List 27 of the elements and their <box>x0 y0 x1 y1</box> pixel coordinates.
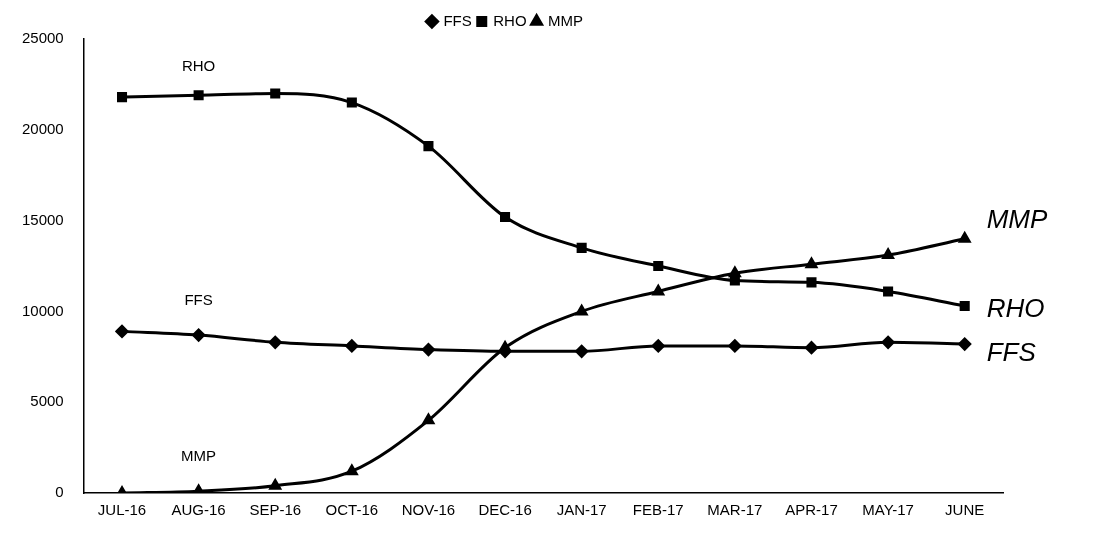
x-tick-label: DEC-16 <box>478 501 532 519</box>
x-tick-label: NOV-16 <box>401 501 456 519</box>
x-tick-label: SEP-16 <box>249 501 302 519</box>
x-tick-label: FEB-17 <box>632 501 684 519</box>
y-tick-label: 10000 <box>21 301 64 319</box>
x-tick-label: MAY-17 <box>862 501 914 519</box>
x-tick-label: APR-17 <box>785 501 838 519</box>
annotation: MMP <box>181 447 217 465</box>
x-tick-label: JAN-17 <box>556 501 607 519</box>
annotation: MMP <box>986 203 1049 234</box>
y-tick-label: 0 <box>55 483 64 501</box>
x-tick-label: OCT-16 <box>325 501 379 519</box>
annotation: RHO <box>181 57 216 75</box>
legend-label: RHO <box>493 11 527 29</box>
y-tick-label: 20000 <box>21 119 64 137</box>
x-tick-label: JUL-16 <box>97 501 147 519</box>
y-tick-label: 15000 <box>21 210 64 228</box>
x-tick-label: AUG-16 <box>171 501 226 519</box>
x-tick-label: JUNE <box>945 501 985 519</box>
annotation: FFS <box>184 291 213 309</box>
annotation: FFS <box>986 337 1037 368</box>
y-tick-label: 5000 <box>30 392 64 410</box>
x-tick-label: MAR-17 <box>707 501 763 519</box>
legend-label: FFS <box>443 11 472 29</box>
annotation: RHO <box>986 293 1045 324</box>
y-tick-label: 25000 <box>21 29 64 47</box>
legend-label: MMP <box>548 11 584 29</box>
